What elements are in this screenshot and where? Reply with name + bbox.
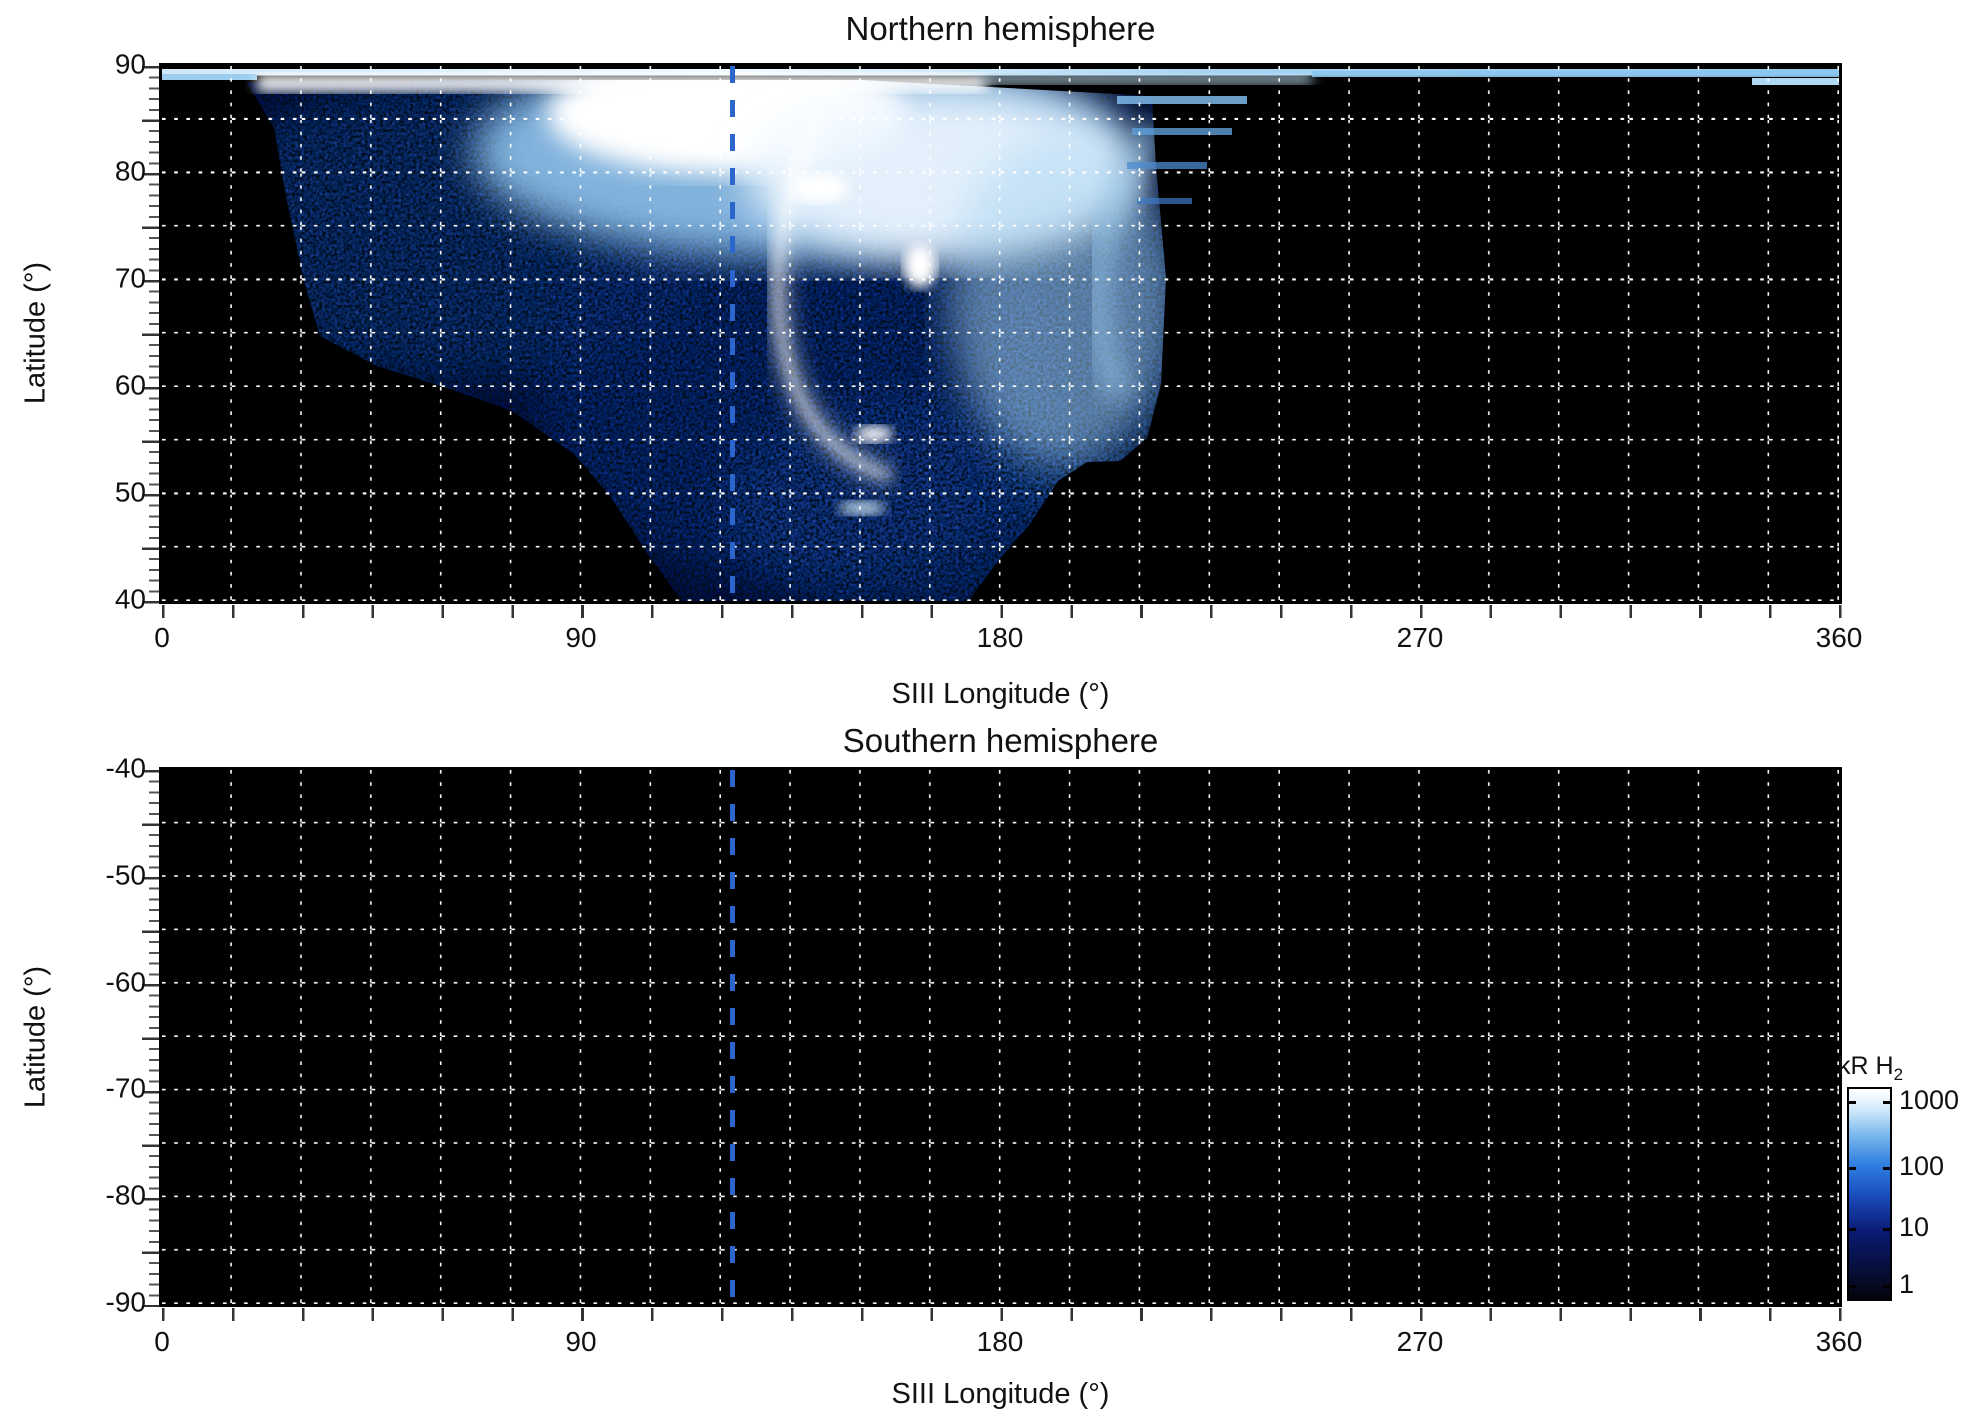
south-ytick: -50 <box>105 859 146 891</box>
south-ytick: -90 <box>105 1286 146 1318</box>
colorbar-title-subscript: 2 <box>1893 1065 1904 1084</box>
colorbar-title-text: kR H <box>1838 1052 1894 1080</box>
north-ytick: 40 <box>114 583 146 615</box>
colorbar <box>1847 1087 1892 1301</box>
north-plot-area <box>159 63 1842 604</box>
north-xtick: 270 <box>1396 622 1444 653</box>
south-xtick: 360 <box>1815 1326 1863 1357</box>
south-xtick: 90 <box>565 1326 597 1357</box>
south-xtick: 0 <box>154 1326 170 1357</box>
north-yaxis-major-ticks <box>142 66 159 604</box>
colorbar-tick-mark <box>1849 1101 1856 1104</box>
north-dashed-longitude-marker <box>730 66 735 601</box>
north-ytick: 60 <box>114 369 146 401</box>
colorbar-tick-mark <box>1883 1167 1890 1170</box>
colorbar-tick-mark <box>1849 1167 1856 1170</box>
south-xaxis-ticks <box>162 1308 1842 1321</box>
south-ytick: -70 <box>105 1072 146 1104</box>
colorbar-tick-label: 1000 <box>1899 1084 1960 1115</box>
north-ylabel: Latitude (°) <box>19 261 52 405</box>
south-title: Southern hemisphere <box>842 722 1159 759</box>
colorbar-tick-mark <box>1849 1228 1856 1231</box>
south-heatmap <box>162 770 1839 1304</box>
north-ytick: 90 <box>114 48 146 80</box>
south-xlabel: SIII Longitude (°) <box>891 1378 1110 1410</box>
colorbar-tick-mark <box>1849 1285 1856 1288</box>
north-heatmap <box>162 66 1839 601</box>
south-xtick: 270 <box>1396 1326 1444 1357</box>
colorbar-tick-label: 1 <box>1899 1268 1915 1299</box>
north-xtick: 180 <box>976 622 1024 653</box>
north-ytick: 80 <box>114 155 146 187</box>
south-ytick: -80 <box>105 1179 146 1211</box>
colorbar-tick-label: 10 <box>1899 1211 1930 1242</box>
colorbar-tick-mark <box>1883 1228 1890 1231</box>
south-plot-area <box>159 767 1842 1307</box>
north-title: Northern hemisphere <box>845 10 1156 47</box>
north-xtick: 90 <box>565 622 597 653</box>
south-xtick: 180 <box>976 1326 1024 1357</box>
colorbar-tick-mark <box>1883 1101 1890 1104</box>
north-gridlines <box>162 66 1839 601</box>
south-ytick: -60 <box>105 966 146 998</box>
north-ytick: 70 <box>114 262 146 294</box>
south-yaxis-major-ticks <box>142 770 159 1307</box>
north-xaxis-ticks <box>162 605 1842 618</box>
colorbar-tick-label: 100 <box>1899 1150 1945 1181</box>
north-ytick: 50 <box>114 476 146 508</box>
south-gridlines <box>162 770 1839 1304</box>
south-ytick: -40 <box>105 752 146 784</box>
south-ylabel: Latitude (°) <box>19 965 52 1109</box>
north-xtick: 360 <box>1815 622 1863 653</box>
colorbar-tick-mark <box>1883 1285 1890 1288</box>
colorbar-title: kR H2 <box>1838 1052 1903 1085</box>
south-dashed-longitude-marker <box>730 770 735 1304</box>
north-xlabel: SIII Longitude (°) <box>891 678 1110 710</box>
north-xtick: 0 <box>154 622 170 653</box>
